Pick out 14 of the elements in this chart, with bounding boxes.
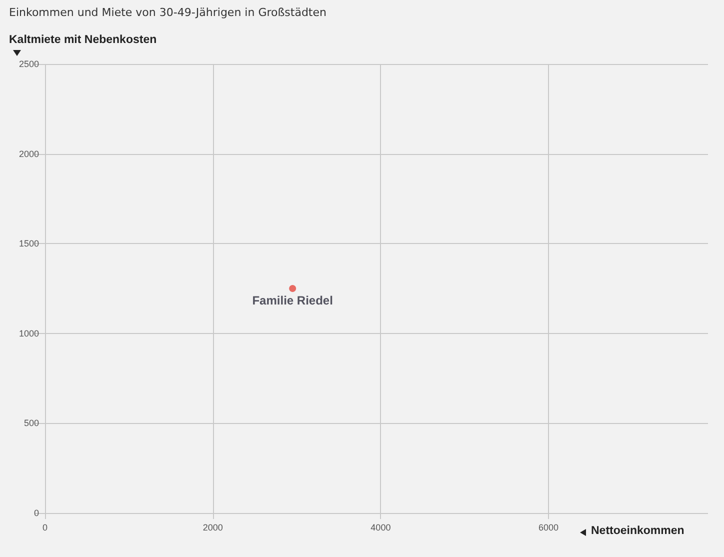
y-tick-label: 1500: [18, 238, 39, 249]
annotation: Familie Riedel: [252, 294, 333, 308]
y-tick-label: 0: [34, 508, 39, 518]
y-tick-label: 2000: [18, 148, 39, 159]
x-axis-title: Nettoeinkommen: [591, 525, 684, 537]
y-tick-label: 2500: [18, 59, 39, 69]
y-axis-title: Kaltmiete mit Nebenkosten: [9, 34, 157, 46]
y-tick-label: 1000: [18, 328, 39, 338]
x-tick-label: 0: [42, 522, 48, 532]
y-tick-label: 500: [24, 418, 39, 428]
x-tick-label: 6000: [538, 522, 559, 532]
chart-title: Einkommen und Miete von 30-49-Jährigen in Großstädten: [9, 6, 326, 19]
x-tick-label: 4000: [370, 522, 391, 532]
x-tick-label: 2000: [202, 522, 223, 532]
